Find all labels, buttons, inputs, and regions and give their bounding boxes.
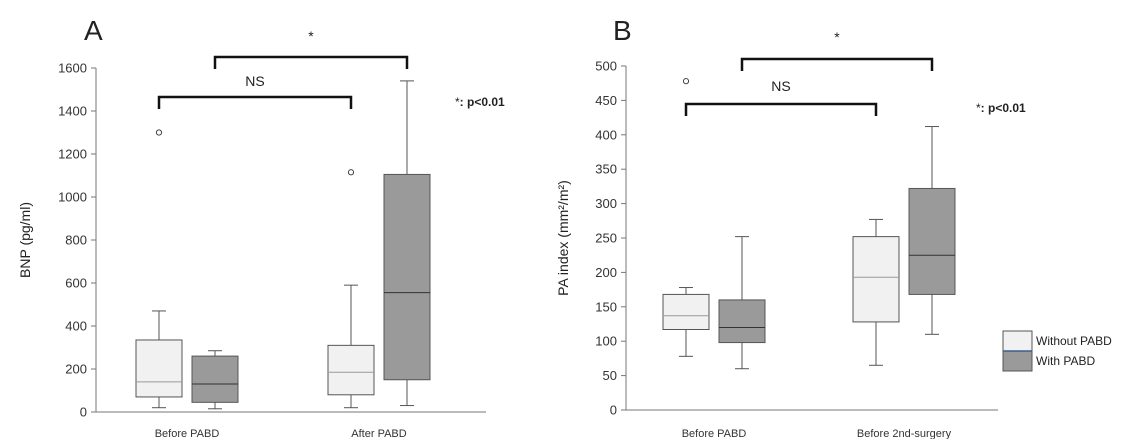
panel-a-category-label-1: After PABD: [351, 428, 406, 439]
panel-b: B 0 50 100 150 200 250 300 350 400 450 500 PA index…: [555, 15, 1026, 439]
panel-b-box-1-1-iqr: [908, 187, 956, 295]
panel-a-bracket-label-0: NS: [245, 73, 264, 89]
panel-b-category-label-0: Before PABD: [682, 428, 747, 439]
panel-a-box-1-0-outlier-0: [347, 169, 355, 176]
panel-a-y-tick-label-2: 400: [65, 319, 87, 334]
panel-a-bracket-label-1: *: [308, 28, 314, 44]
panel-b-category-label-1: Before 2nd-surgery: [857, 428, 952, 439]
panel-a-bracket-1: [213, 55, 409, 69]
panel-b-y-tick-label-10: 500: [595, 59, 617, 74]
panel-b-box-0-0-iqr: [662, 293, 710, 331]
panel-b-letter: B: [613, 15, 632, 46]
panel-a-p-value-text: : p<0.01: [460, 95, 505, 109]
panel-a-y-tick-label-3: 600: [65, 276, 87, 291]
panel-a-bracket-0: [157, 95, 353, 109]
panel-a-p-value-star: *: [455, 95, 460, 109]
panel-b-bracket-label-0: NS: [771, 78, 790, 94]
panel-b-box-0-0-outlier-0: [682, 78, 690, 85]
panel-a-y-tick-label-6: 1200: [58, 147, 87, 162]
legend-swatch-with-pabd: [1002, 350, 1033, 372]
panel-b-p-value-star: *: [976, 101, 981, 115]
panel-a-y-tick-label-1: 200: [65, 362, 87, 377]
panel-a-y-tick-label-7: 1400: [58, 104, 87, 119]
panel-a-box-1-0-iqr: [327, 344, 375, 396]
panel-b-y-tick-label-9: 450: [595, 93, 617, 108]
panel-b-y-tick-label-1: 50: [603, 368, 617, 383]
panel-b-bracket-0: [684, 102, 878, 116]
panel-b-p-value-text: : p<0.01: [981, 101, 1026, 115]
panel-b-p-value-note: *: p<0.01: [976, 101, 1026, 115]
panel-b-y-tick-label-0: 0: [610, 403, 617, 418]
panel-b-y-tick-label-6: 300: [595, 196, 617, 211]
panel-b-y-tick-label-3: 150: [595, 299, 617, 314]
panel-a-y-tick-label-4: 800: [65, 233, 87, 248]
panel-a-box-0-0-iqr: [135, 339, 183, 398]
legend-label-without-pabd: Without PABD: [1036, 334, 1112, 348]
panel-a-y-tick-label-0: 0: [80, 405, 87, 420]
panel-b-y-tick-label-4: 200: [595, 265, 617, 280]
panel-a-box-0-1-iqr: [191, 355, 239, 403]
panel-a-y-tick-label-5: 1000: [58, 190, 87, 205]
panel-b-y-axis-label: PA index (mm²/m²): [555, 180, 571, 296]
panel-a-category-label-0: Before PABD: [155, 428, 220, 439]
panel-b-y-tick-label-8: 400: [595, 127, 617, 142]
panel-b-y-tick-label-7: 350: [595, 162, 617, 177]
panel-a-y-axis-label: BNP (pg/ml): [17, 202, 33, 278]
panel-a-box-1-1-iqr: [383, 173, 431, 381]
panel-a: A 0 200 400 600 800 1000 1200 1400 1600 BNP (pg/m…: [17, 15, 505, 439]
panel-b-y-tick-label-5: 250: [595, 231, 617, 246]
panel-a-letter: A: [84, 15, 103, 46]
legend-label-with-pabd: With PABD: [1036, 354, 1095, 368]
panel-b-bracket-1: [740, 57, 934, 71]
legend-swatch-without-pabd: [1002, 330, 1033, 352]
panel-b-box-0-1-iqr: [718, 299, 766, 344]
panel-b-bracket-label-1: *: [834, 29, 840, 45]
panel-a-p-value-note: *: p<0.01: [455, 95, 505, 109]
panel-b-box-1-0-iqr: [852, 236, 900, 323]
legend: Without PABD With PABD: [1002, 330, 1112, 372]
panel-a-box-0-0-outlier-0: [155, 129, 163, 136]
panel-a-y-tick-label-8: 1600: [58, 61, 87, 76]
panel-b-y-tick-label-2: 100: [595, 334, 617, 349]
